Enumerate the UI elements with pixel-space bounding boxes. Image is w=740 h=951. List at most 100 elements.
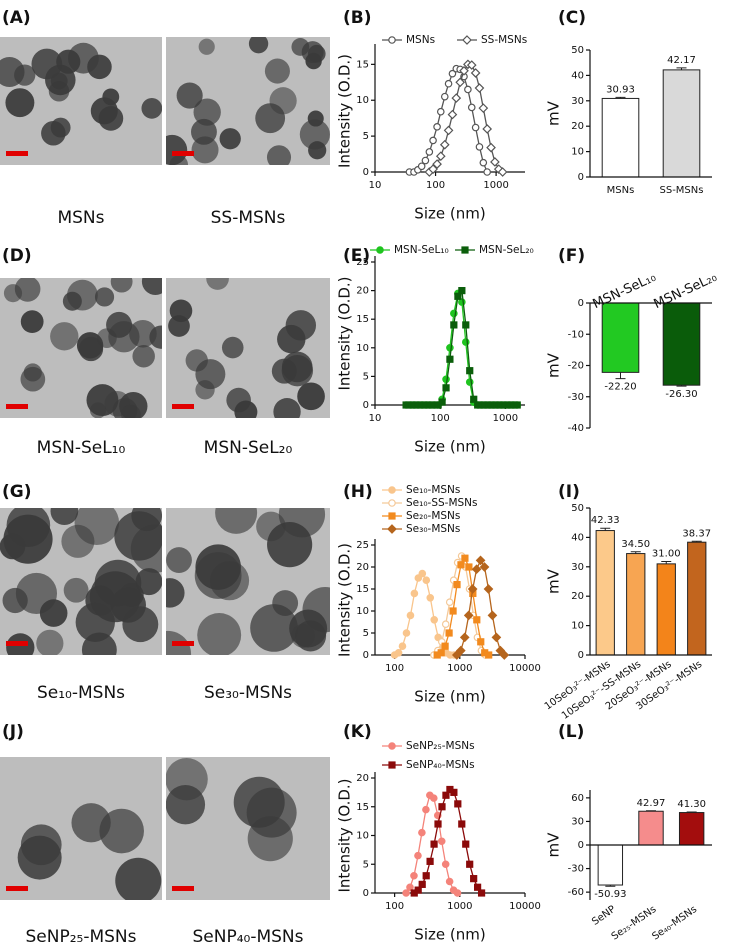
marker (479, 158, 488, 167)
marker (462, 840, 470, 848)
legend-marker (387, 524, 397, 534)
particle (149, 325, 162, 349)
particle (273, 398, 301, 418)
marker (470, 395, 478, 403)
marker (444, 79, 453, 88)
marker (441, 642, 449, 650)
x-tick-label: SS-MSNs (660, 185, 704, 196)
marker (477, 638, 485, 646)
marker (421, 156, 430, 165)
x-tick-label: 10 (369, 413, 382, 424)
marker (426, 593, 435, 602)
particle (135, 568, 162, 596)
y-tick-label: 5 (363, 859, 369, 870)
marker (459, 632, 470, 643)
x-tick-label: 100 (385, 663, 404, 674)
marker (437, 837, 446, 846)
marker (442, 375, 450, 384)
particle (130, 524, 162, 573)
panel-letter: (E) (343, 246, 370, 266)
x-tick-label: 100 (385, 901, 404, 912)
y-tick-label: 15 (356, 802, 369, 813)
value-label: 31.00 (652, 549, 681, 560)
marker (446, 343, 454, 352)
y-tick-label: -60 (568, 887, 584, 898)
particle (250, 604, 298, 652)
marker (450, 321, 458, 329)
scale-bar (172, 151, 194, 156)
legend-marker (462, 35, 472, 45)
particle (278, 508, 326, 538)
marker (402, 629, 411, 637)
marker (454, 292, 462, 300)
particle (246, 787, 297, 838)
marker (448, 69, 457, 78)
particle (176, 82, 203, 109)
bar (662, 69, 701, 178)
legend-marker (388, 36, 396, 44)
x-tick-label: 1000 (483, 180, 508, 191)
marker (418, 828, 426, 837)
marker (458, 287, 466, 295)
particle (299, 119, 330, 150)
particle (285, 310, 317, 341)
particles (166, 37, 330, 165)
particle (67, 279, 98, 311)
marker (442, 384, 450, 392)
particle (94, 287, 115, 307)
particle (194, 552, 242, 599)
marker (454, 800, 462, 808)
marker (447, 109, 458, 120)
y-tick-label: 20 (571, 591, 584, 602)
marker (478, 103, 489, 113)
marker (457, 561, 465, 569)
marker (479, 562, 490, 572)
marker (482, 124, 493, 134)
marker (490, 157, 500, 167)
particle (297, 382, 325, 411)
y-axis-title: mV (545, 100, 563, 126)
value-label: 41.30 (677, 799, 706, 810)
legend-label: MSNs (406, 34, 435, 46)
value-label: 42.33 (591, 515, 620, 526)
scale-bar (6, 641, 28, 646)
marker (471, 564, 482, 575)
y-tick-label: 0 (363, 650, 369, 661)
value-label: 42.17 (667, 55, 696, 66)
image-caption: SS-MSNs (211, 208, 286, 228)
marker (440, 92, 449, 101)
marker (418, 880, 426, 888)
value-label: -50.93 (594, 889, 626, 900)
bar (626, 553, 646, 656)
marker (439, 139, 450, 150)
x-tick-label: 10000 (509, 901, 541, 912)
particle (141, 97, 162, 119)
scale-bar (6, 886, 28, 891)
marker (435, 151, 446, 162)
x-tick-label: 10 (369, 180, 382, 191)
marker (410, 589, 419, 598)
y-tick-label: -30 (568, 392, 584, 403)
particle (48, 80, 70, 102)
image-caption: SeNP₂₅-MSNs (25, 927, 136, 947)
y-tick-label: 0 (578, 650, 584, 661)
scale-bar (172, 886, 194, 891)
marker (474, 83, 485, 93)
marker (398, 642, 407, 651)
panel-letter: (H) (343, 482, 373, 502)
marker (445, 598, 454, 607)
marker (428, 164, 438, 174)
error-bar (615, 372, 626, 380)
y-tick-label: 30 (571, 816, 584, 827)
marker (466, 60, 477, 70)
particle (20, 310, 44, 334)
legend-marker (388, 761, 396, 769)
legend-label: Se₁₀-MSNs (406, 484, 460, 496)
particle (166, 757, 208, 801)
y-tick-label: 0 (363, 167, 369, 178)
legend-label: SeNP₄₀-MSNs (406, 759, 475, 771)
particles (3, 278, 162, 418)
particle (63, 577, 89, 603)
y-tick-label: 15 (356, 59, 369, 70)
particle (307, 44, 326, 63)
